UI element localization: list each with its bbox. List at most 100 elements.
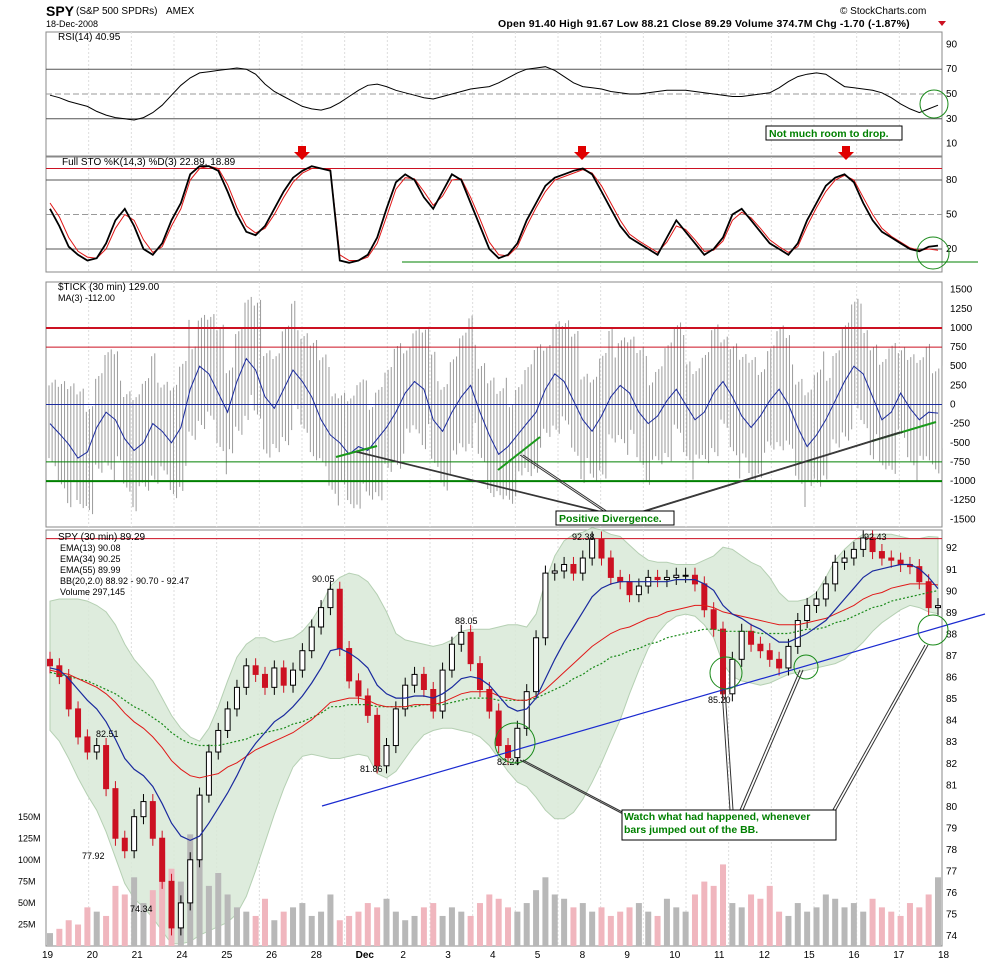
ema55-line [49,590,939,747]
candle-body [822,583,829,600]
volume-bar [131,877,138,946]
pointer-line [519,454,606,513]
candle-body [159,837,166,882]
price-value-label: 88.05 [455,616,478,626]
price-tick-label: 74 [946,931,958,942]
volume-bar [654,915,661,946]
volume-bar [411,915,418,946]
price-tick-label: 75 [946,910,958,921]
bb-note-box [621,809,837,841]
candle-body [131,816,138,852]
candle-body [149,801,156,839]
price-tick-label: 90 [946,586,958,597]
volume-bar [906,903,913,946]
volume-bar [897,915,904,946]
divergence-line [497,436,541,471]
volume-bar [327,894,334,946]
volume-tick-label: 75M [18,877,36,887]
legend-volume: Volume 297,145 [60,587,125,597]
tick-tick-label: 1250 [950,304,973,315]
volume-tick-label: 150M [18,812,41,822]
volume-bar [542,877,549,946]
pointer-line [519,759,626,816]
legend-ema55: EMA(55) 89.99 [60,565,121,575]
pointer-line [522,759,629,816]
pointer-line [721,689,731,811]
volume-bar [383,898,390,946]
down-triangle-icon [938,21,946,26]
candle-body [177,902,184,929]
price-tick-label: 81 [946,780,958,791]
candle-body [84,736,91,753]
legend-bb: BB(20,2.0) 88.92 - 90.70 - 92.47 [60,576,189,586]
sto-tick-label: 50 [946,210,958,221]
tick-legend-ma3: MA(3) -112.00 [58,293,115,303]
candle-body [458,631,465,645]
candle-body [813,598,820,606]
price-value-label: 81.86 [360,764,383,774]
volume-bar [738,907,745,946]
date-tick-label: 19 [42,950,54,961]
sell-arrow-icon [294,146,310,160]
volume-bar [533,890,540,946]
candle-body [878,551,885,559]
price-tick-label: 79 [946,823,958,834]
stochastic-panel: 80 50 20 [45,146,978,273]
volume-bar [701,881,708,946]
symbol-label: SPY [46,3,75,19]
candle-body [607,557,614,578]
date-tick-label: 8 [580,950,586,961]
volume-bar [430,903,437,946]
candle-body [346,648,353,682]
bb-breakout-circle [494,722,536,764]
sto-title: Full STO %K(14,3) %D(3) 22.89, 18.89 [62,157,236,168]
candle-body [364,695,371,716]
candle-body [140,801,147,818]
price-tick-label: 78 [946,845,958,856]
volume-bar [682,911,689,946]
rsi-tick-label: 30 [946,114,958,125]
candle-body [710,609,717,630]
tick-tick-label: 250 [950,380,967,391]
candle-body [561,563,568,572]
candle-body [804,604,811,622]
ema13-line [49,563,939,842]
bb-note-text: Watch what had happened, whenever bars j… [624,811,811,836]
candle-body [299,650,306,671]
rsi-note-box [765,125,903,141]
divergence-note-text: Positive Divergence. [559,513,662,525]
candle-body [495,710,502,747]
tick-ma3-line [49,357,939,459]
volume-bar [252,915,259,946]
volume-bar [355,911,362,946]
candle-body [439,669,446,712]
date-tick-label: 11 [714,950,725,961]
candle-body [589,538,596,559]
date-tick-label: 24 [176,950,188,961]
tick-tick-label: -250 [950,419,970,430]
volume-bar [766,885,773,946]
volume-bar [439,915,446,946]
date-tick-label: 18 [938,950,950,961]
tick-panel: 1500 1250 1000 750 500 250 0 -250 -500 -750 -1000 -… [45,281,976,528]
pointer-line [355,451,601,513]
candle-body [486,689,493,712]
candle-body [355,680,362,697]
pointer-line [742,669,804,811]
candle-body [93,745,100,753]
candle-body [196,794,203,861]
volume-bar [617,911,624,946]
candle-body [205,751,212,796]
tick-tick-label: -1500 [950,514,976,525]
volume-bar [392,911,399,946]
price-value-label: 77.92 [82,851,105,861]
tick-tick-label: -750 [950,457,970,468]
date-tick-label: 9 [624,950,630,961]
volume-tick-label: 50M [18,898,36,908]
date-tick-label: 17 [893,950,905,961]
volume-bar [364,903,371,946]
tick-tick-label: -1000 [950,476,976,487]
sto-tick-label: 20 [946,244,958,255]
price-tick-label: 87 [946,651,958,662]
